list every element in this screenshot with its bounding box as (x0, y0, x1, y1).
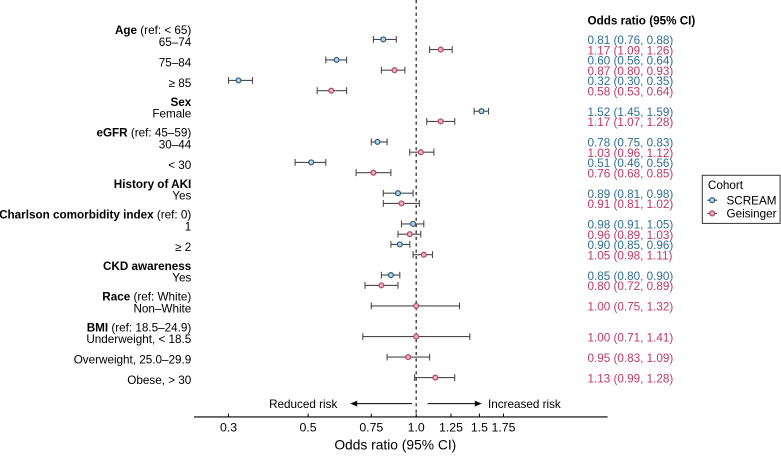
svg-text:1.25: 1.25 (439, 421, 463, 435)
svg-text:0.85 (0.80, 0.90): 0.85 (0.80, 0.90) (588, 270, 674, 283)
svg-text:≥ 85: ≥ 85 (169, 77, 192, 90)
svg-text:Odds ratio (95% CI): Odds ratio (95% CI) (334, 437, 456, 452)
svg-text:History of AKI: History of AKI (114, 178, 192, 191)
svg-text:0.75: 0.75 (359, 421, 383, 435)
svg-text:1.03 (0.96, 1.12): 1.03 (0.96, 1.12) (588, 147, 674, 160)
svg-text:1.52 (1.45, 1.59): 1.52 (1.45, 1.59) (588, 106, 674, 119)
svg-text:Underweight, < 18.5: Underweight, < 18.5 (86, 333, 191, 346)
svg-text:1: 1 (185, 220, 192, 233)
svg-text:Charlson comorbidity index (re: Charlson comorbidity index (ref: 0) (0, 209, 191, 222)
svg-text:< 30: < 30 (168, 159, 192, 172)
svg-text:0.95 (0.83, 1.09): 0.95 (0.83, 1.09) (588, 352, 674, 365)
svg-text:1.17 (1.07, 1.28): 1.17 (1.07, 1.28) (588, 116, 674, 129)
svg-text:Cohort: Cohort (708, 179, 744, 192)
svg-text:30–44: 30–44 (159, 138, 192, 151)
svg-text:Odds ratio (95% CI): Odds ratio (95% CI) (588, 14, 696, 27)
svg-text:0.5: 0.5 (300, 421, 317, 435)
svg-text:Non–White: Non–White (133, 302, 191, 315)
svg-text:75–84: 75–84 (159, 56, 192, 69)
svg-text:0.60 (0.56, 0.64): 0.60 (0.56, 0.64) (588, 55, 674, 68)
svg-text:1.13 (0.99, 1.28): 1.13 (0.99, 1.28) (588, 372, 674, 385)
svg-text:Reduced risk: Reduced risk (269, 398, 337, 411)
svg-text:Overweight, 25.0–29.9: Overweight, 25.0–29.9 (74, 354, 192, 367)
svg-text:1.00 (0.71, 1.41): 1.00 (0.71, 1.41) (588, 331, 674, 344)
svg-text:1.0: 1.0 (408, 421, 425, 435)
svg-text:SCREAM: SCREAM (727, 194, 777, 207)
svg-text:0.96 (0.89, 1.03): 0.96 (0.89, 1.03) (588, 229, 674, 242)
svg-text:0.3: 0.3 (220, 421, 237, 435)
svg-text:CKD awareness: CKD awareness (103, 260, 192, 273)
svg-text:Geisinger: Geisinger (727, 208, 777, 221)
svg-text:1.05 (0.98, 1.11): 1.05 (0.98, 1.11) (588, 249, 673, 262)
svg-text:Increased risk: Increased risk (488, 398, 561, 411)
svg-text:0.51 (0.46, 0.56): 0.51 (0.46, 0.56) (588, 157, 674, 170)
svg-text:Female: Female (152, 108, 191, 121)
svg-text:1.17 (1.09, 1.26): 1.17 (1.09, 1.26) (588, 44, 674, 57)
svg-text:0.87 (0.80, 0.93): 0.87 (0.80, 0.93) (588, 65, 674, 78)
svg-text:1.75: 1.75 (492, 421, 516, 435)
svg-text:Yes: Yes (172, 272, 191, 285)
svg-text:≥ 2: ≥ 2 (175, 241, 191, 254)
svg-text:0.89 (0.81, 0.98): 0.89 (0.81, 0.98) (588, 188, 674, 201)
svg-text:Yes: Yes (172, 190, 191, 203)
svg-text:0.91 (0.81, 1.02): 0.91 (0.81, 1.02) (588, 198, 674, 211)
svg-text:65–74: 65–74 (159, 36, 192, 49)
svg-text:0.80 (0.72, 0.89): 0.80 (0.72, 0.89) (588, 280, 674, 293)
svg-text:0.32 (0.30, 0.35): 0.32 (0.30, 0.35) (588, 75, 674, 88)
svg-text:1.5: 1.5 (471, 421, 488, 435)
svg-text:0.90 (0.85, 0.96): 0.90 (0.85, 0.96) (588, 239, 674, 252)
svg-text:Race (ref: White): Race (ref: White) (102, 291, 191, 304)
svg-text:Obese, > 30: Obese, > 30 (127, 374, 192, 387)
svg-text:eGFR (ref: 45–59): eGFR (ref: 45–59) (96, 127, 191, 140)
svg-text:BMI (ref: 18.5–24.9): BMI (ref: 18.5–24.9) (87, 321, 192, 334)
svg-text:0.98 (0.91, 1.05): 0.98 (0.91, 1.05) (588, 219, 674, 232)
svg-text:0.78 (0.75, 0.83): 0.78 (0.75, 0.83) (588, 137, 674, 150)
svg-text:Age (ref: < 65): Age (ref: < 65) (115, 24, 191, 37)
svg-text:0.58 (0.53, 0.64): 0.58 (0.53, 0.64) (588, 85, 674, 98)
svg-text:Sex: Sex (171, 96, 192, 109)
svg-text:0.76 (0.68, 0.85): 0.76 (0.68, 0.85) (588, 167, 674, 180)
svg-text:0.81 (0.76, 0.88): 0.81 (0.76, 0.88) (588, 34, 674, 47)
svg-text:1.00 (0.75, 1.32): 1.00 (0.75, 1.32) (588, 301, 674, 314)
